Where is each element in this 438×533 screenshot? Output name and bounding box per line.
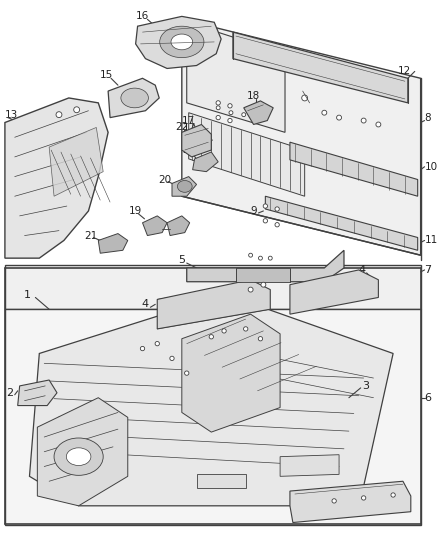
Ellipse shape <box>261 282 266 287</box>
Text: 3: 3 <box>362 381 369 391</box>
Ellipse shape <box>275 207 279 211</box>
Text: 5: 5 <box>178 255 185 265</box>
Text: 2: 2 <box>6 388 13 398</box>
Text: 19: 19 <box>129 206 142 216</box>
Text: 16: 16 <box>136 11 149 21</box>
Text: 12: 12 <box>398 67 411 76</box>
Polygon shape <box>49 127 103 196</box>
Text: 7: 7 <box>424 265 432 275</box>
Ellipse shape <box>337 115 342 120</box>
Polygon shape <box>185 132 211 150</box>
Polygon shape <box>142 216 167 236</box>
Polygon shape <box>236 268 290 282</box>
Polygon shape <box>290 481 411 522</box>
Ellipse shape <box>56 112 62 118</box>
Polygon shape <box>193 152 218 172</box>
Ellipse shape <box>229 111 233 115</box>
Ellipse shape <box>268 256 272 260</box>
Text: 8: 8 <box>424 112 431 123</box>
Polygon shape <box>157 280 270 329</box>
Text: 11: 11 <box>424 236 438 246</box>
Polygon shape <box>136 17 221 68</box>
Ellipse shape <box>140 346 145 351</box>
Ellipse shape <box>121 88 148 108</box>
Text: 4: 4 <box>142 300 149 309</box>
Text: 21: 21 <box>84 231 97 240</box>
Polygon shape <box>189 112 305 196</box>
Ellipse shape <box>361 118 366 123</box>
Text: 17: 17 <box>183 124 196 133</box>
Polygon shape <box>167 216 190 236</box>
Text: 13: 13 <box>5 110 18 119</box>
Text: 22: 22 <box>175 123 188 132</box>
Ellipse shape <box>184 371 189 375</box>
Ellipse shape <box>216 101 220 105</box>
Polygon shape <box>187 251 344 282</box>
Polygon shape <box>5 265 420 309</box>
Ellipse shape <box>244 327 248 331</box>
Polygon shape <box>233 32 408 103</box>
Ellipse shape <box>391 493 395 497</box>
Ellipse shape <box>263 204 268 208</box>
Ellipse shape <box>376 122 381 127</box>
Ellipse shape <box>131 94 138 102</box>
Text: 15: 15 <box>99 70 113 80</box>
Polygon shape <box>5 309 420 526</box>
Ellipse shape <box>177 181 192 192</box>
Ellipse shape <box>275 223 279 227</box>
Polygon shape <box>29 295 393 506</box>
Ellipse shape <box>302 95 307 101</box>
Polygon shape <box>265 196 418 251</box>
Text: 10: 10 <box>424 161 438 172</box>
Ellipse shape <box>332 499 336 503</box>
Polygon shape <box>280 455 339 477</box>
Ellipse shape <box>361 496 366 500</box>
Text: 4: 4 <box>358 265 365 275</box>
Polygon shape <box>182 314 280 432</box>
Ellipse shape <box>228 118 232 123</box>
Ellipse shape <box>54 438 103 475</box>
Ellipse shape <box>258 336 263 341</box>
Polygon shape <box>244 101 273 125</box>
Polygon shape <box>187 22 285 132</box>
Text: 23: 23 <box>182 145 195 155</box>
Ellipse shape <box>258 256 262 260</box>
Ellipse shape <box>66 448 91 465</box>
Polygon shape <box>290 270 378 314</box>
Polygon shape <box>37 398 128 506</box>
Text: 20: 20 <box>159 174 172 184</box>
Polygon shape <box>197 474 246 488</box>
Ellipse shape <box>160 26 204 58</box>
Ellipse shape <box>249 253 253 257</box>
Ellipse shape <box>209 335 213 339</box>
Polygon shape <box>182 125 211 157</box>
Ellipse shape <box>242 112 246 117</box>
Text: 6: 6 <box>424 393 431 403</box>
Ellipse shape <box>228 103 232 108</box>
Text: 1: 1 <box>24 289 31 300</box>
Polygon shape <box>98 233 128 253</box>
Ellipse shape <box>216 116 220 120</box>
Ellipse shape <box>322 110 327 115</box>
Ellipse shape <box>171 34 193 50</box>
Polygon shape <box>290 142 418 196</box>
Ellipse shape <box>74 107 80 112</box>
Text: 18: 18 <box>247 91 260 101</box>
Polygon shape <box>108 78 159 118</box>
Ellipse shape <box>155 342 159 346</box>
Polygon shape <box>187 131 212 150</box>
Ellipse shape <box>248 287 253 292</box>
Polygon shape <box>182 19 420 255</box>
Polygon shape <box>18 380 57 406</box>
Ellipse shape <box>222 329 226 333</box>
Ellipse shape <box>170 356 174 360</box>
Polygon shape <box>5 98 108 258</box>
Text: 17: 17 <box>182 116 195 126</box>
Text: 9: 9 <box>250 206 257 216</box>
Polygon shape <box>172 176 197 196</box>
Ellipse shape <box>216 106 220 110</box>
Ellipse shape <box>263 219 268 223</box>
